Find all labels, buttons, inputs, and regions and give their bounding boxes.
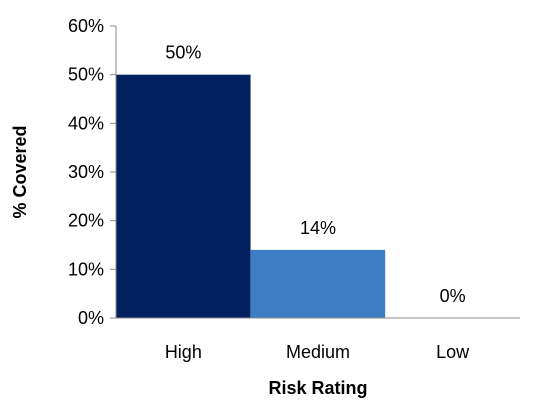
data-label-low: 0% xyxy=(440,286,466,306)
y-axis-title: % Covered xyxy=(10,125,30,218)
data-label-medium: 14% xyxy=(300,218,336,238)
x-tick-label: High xyxy=(165,342,202,362)
y-tick-label: 50% xyxy=(68,65,104,85)
y-tick-label: 40% xyxy=(68,113,104,133)
y-tick-label: 0% xyxy=(78,308,104,328)
x-axis-ticks: High Medium Low xyxy=(165,342,470,362)
y-tick-label: 60% xyxy=(68,16,104,36)
bar-medium xyxy=(250,249,386,318)
y-tick-label: 10% xyxy=(68,259,104,279)
y-tick-label: 30% xyxy=(68,162,104,182)
bars xyxy=(116,74,386,319)
y-axis-ticks: 0% 10% 20% 30% 40% 50% 60% xyxy=(68,16,116,328)
y-tick-label: 20% xyxy=(68,211,104,231)
x-axis-title: Risk Rating xyxy=(268,378,367,398)
bar-high xyxy=(116,74,251,319)
data-label-high: 50% xyxy=(165,43,201,63)
data-labels: 50% 14% 0% xyxy=(165,43,465,306)
x-tick-label: Medium xyxy=(286,342,350,362)
x-tick-label: Low xyxy=(436,342,470,362)
